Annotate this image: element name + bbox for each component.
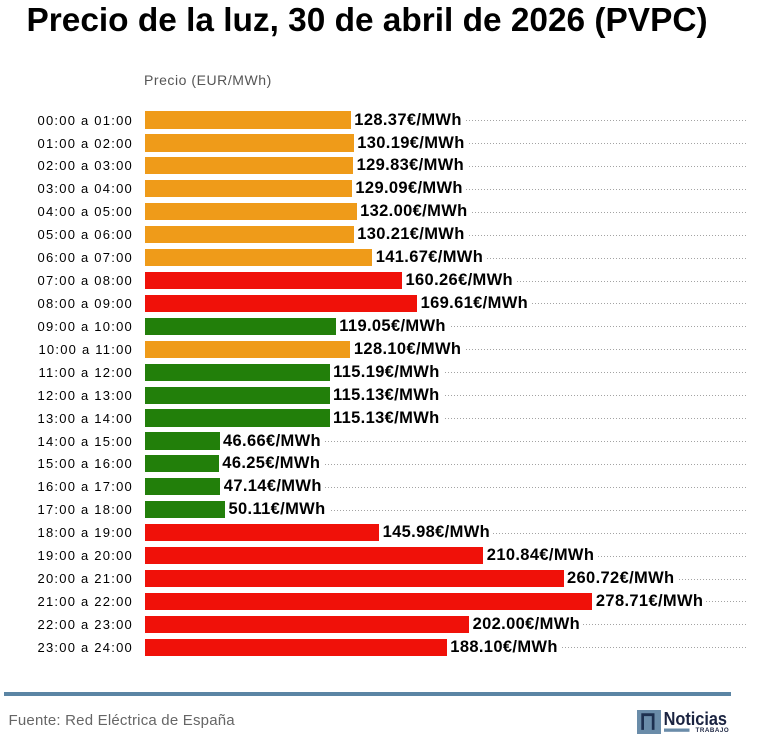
svg-text:Noticias: Noticias: [664, 709, 727, 729]
svg-text:TRABAJO: TRABAJO: [696, 727, 730, 734]
